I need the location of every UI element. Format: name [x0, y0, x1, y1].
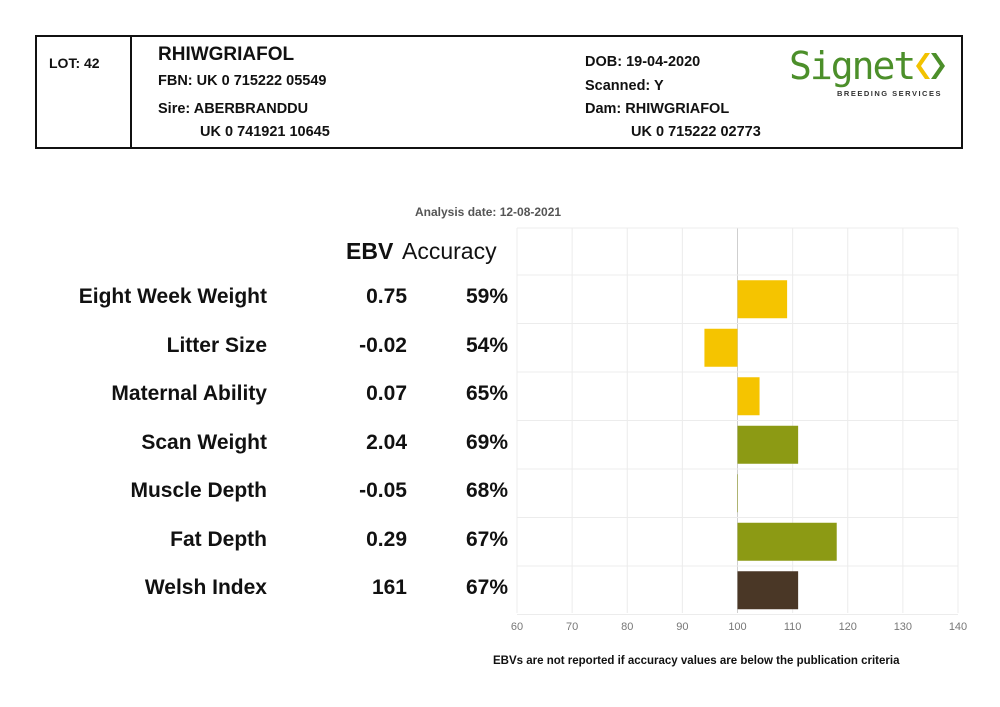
lot-cell: LOT: 42: [37, 37, 132, 147]
logo-wordmark: Signet: [789, 44, 916, 88]
logo-tagline: BREEDING SERVICES: [837, 89, 942, 98]
accuracy-value: 65%: [465, 382, 508, 405]
sire-id: UK 0 741921 10645: [200, 124, 330, 140]
x-tick-label: 140: [949, 621, 967, 633]
ebv-value: 161: [371, 576, 407, 599]
x-tick-label: 130: [894, 621, 912, 633]
ebv-value: -0.05: [359, 479, 407, 502]
trait-label: Scan Weight: [141, 430, 267, 454]
accuracy-value: 69%: [465, 430, 508, 454]
accuracy-value: 67%: [465, 527, 508, 551]
trait-label: Welsh Index: [144, 576, 267, 599]
signet-chevrons-icon: [916, 53, 945, 79]
bar-welsh-index: [737, 571, 799, 610]
x-tick-label: 90: [676, 621, 688, 633]
accuracy-column-header: Accuracy: [402, 238, 497, 264]
accuracy-value: 68%: [465, 479, 508, 502]
animal-header: LOT: 42 RHIWGRIAFOL FBN: UK 0 715222 055…: [35, 35, 963, 149]
bar-litter-size: [704, 328, 738, 367]
bar-eight-week-weight: [737, 280, 788, 319]
x-tick-label: 60: [511, 621, 523, 633]
x-tick-label: 100: [728, 621, 746, 633]
dam-id: UK 0 715222 02773: [631, 124, 761, 140]
dam-name: Dam: RHIWGRIAFOL: [585, 101, 730, 117]
sire-name: Sire: ABERBRANDDU: [158, 101, 309, 117]
bar-fat-depth: [737, 522, 837, 561]
x-tick-label: 70: [566, 621, 578, 633]
trait-label: Litter Size: [166, 333, 267, 357]
date-of-birth: DOB: 19-04-2020: [585, 54, 701, 70]
trait-label: Muscle Depth: [130, 479, 267, 502]
x-tick-label: 80: [621, 621, 633, 633]
accuracy-value: 67%: [465, 576, 508, 599]
ebv-value: 0.29: [366, 527, 407, 551]
x-tick-label: 110: [784, 621, 802, 633]
flock-book-number: FBN: UK 0 715222 05549: [158, 73, 327, 89]
bar-maternal-ability: [737, 377, 760, 416]
ebv-value: 2.04: [366, 430, 407, 454]
ebv-value: -0.02: [359, 333, 407, 357]
ebv-value: 0.75: [366, 285, 407, 308]
trait-label: Maternal Ability: [111, 382, 267, 405]
accuracy-value: 59%: [465, 285, 508, 308]
analysis-date: Analysis date: 12-08-2021: [415, 205, 562, 219]
ebv-column-header: EBV: [346, 238, 394, 264]
lot-number: LOT: 42: [49, 55, 100, 71]
ebv-value: 0.07: [366, 382, 407, 405]
animal-name: RHIWGRIAFOL: [158, 44, 295, 65]
publication-footnote: EBVs are not reported if accuracy values…: [493, 655, 900, 667]
trait-label: Eight Week Weight: [78, 285, 267, 308]
trait-label: Fat Depth: [170, 527, 267, 551]
x-tick-label: 120: [839, 621, 857, 633]
accuracy-value: 54%: [465, 333, 508, 357]
bar-muscle-depth: [737, 474, 738, 513]
signet-logo: Signet BREEDING SERVICES: [789, 43, 949, 99]
bar-scan-weight: [737, 425, 799, 464]
scanned-status: Scanned: Y: [585, 78, 664, 94]
